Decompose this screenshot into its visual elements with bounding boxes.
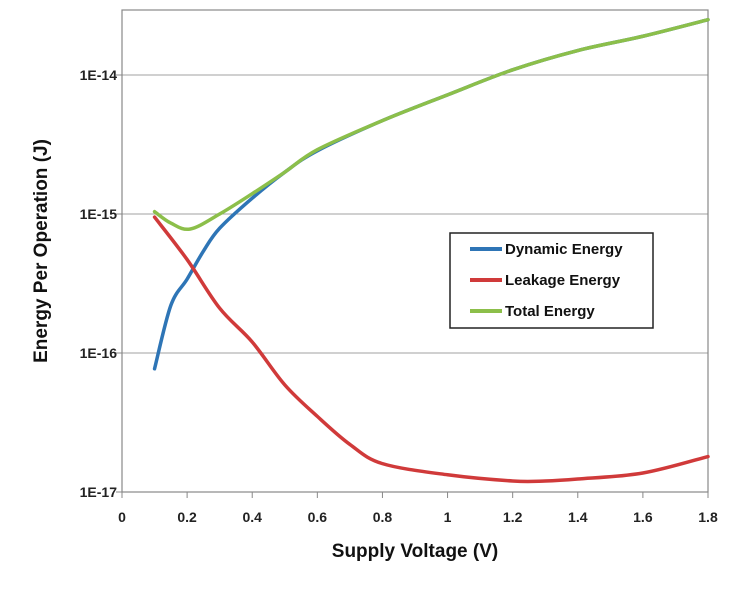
x-tick-label: 1.6 [633,509,653,525]
y-tick-label: 1E-17 [80,484,118,500]
series-line-leakage-energy [152,215,710,484]
plot-area-frame [121,9,709,493]
series-lines [152,17,710,484]
x-tick-label: 0.6 [308,509,328,525]
x-tick-label: 1.2 [503,509,523,525]
x-tick-label: 0 [118,509,126,525]
x-axis-label: Supply Voltage (V) [332,541,498,562]
x-tick-label: 0.4 [242,509,262,525]
y-axis: 1E-17 1E-16 1E-15 1E-14 [80,67,122,500]
y-tick-label: 1E-15 [80,206,118,222]
legend: Dynamic Energy Leakage Energy Total Energy [449,232,654,329]
x-tick-label: 1.4 [568,509,588,525]
series-line-total-energy [152,17,710,232]
x-axis: 0 0.2 0.4 0.6 0.8 1 1.2 1.4 1.6 1.8 [118,492,718,525]
legend-label-leakage-energy: Leakage Energy [505,272,621,289]
y-tick-label: 1E-14 [80,67,118,83]
y-tick-label: 1E-16 [80,345,118,361]
legend-label-dynamic-energy: Dynamic Energy [505,241,623,258]
x-tick-label: 1 [444,509,452,525]
x-tick-label: 0.8 [373,509,393,525]
legend-label-total-energy: Total Energy [505,303,595,320]
y-axis-label: Energy Per Operation (J) [31,139,52,363]
x-tick-label: 1.8 [698,509,718,525]
x-tick-label: 0.2 [177,509,197,525]
